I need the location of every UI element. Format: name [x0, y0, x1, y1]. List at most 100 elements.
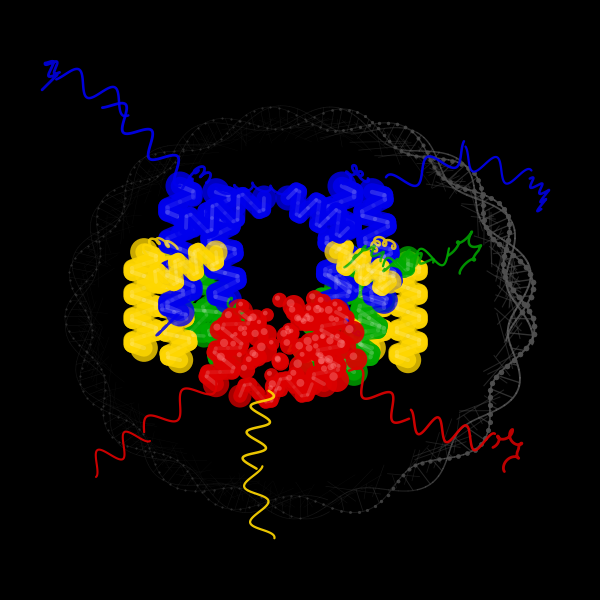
- Circle shape: [267, 371, 272, 376]
- Point: [71, 290, 80, 300]
- Point: [158, 474, 168, 484]
- Point: [65, 296, 74, 306]
- Point: [218, 503, 227, 512]
- Circle shape: [328, 364, 334, 370]
- Point: [494, 239, 504, 249]
- Point: [323, 125, 332, 134]
- Point: [121, 415, 131, 425]
- Point: [403, 149, 413, 159]
- Point: [67, 283, 77, 292]
- Point: [194, 123, 203, 133]
- Point: [383, 490, 392, 499]
- Point: [82, 393, 92, 403]
- Circle shape: [253, 338, 277, 362]
- Point: [485, 409, 495, 418]
- Circle shape: [283, 372, 300, 388]
- Circle shape: [257, 343, 266, 351]
- Point: [114, 437, 124, 446]
- Point: [97, 196, 106, 206]
- Point: [94, 257, 104, 267]
- Point: [125, 169, 134, 178]
- Ellipse shape: [145, 271, 167, 293]
- Point: [60, 311, 70, 321]
- Point: [266, 102, 275, 112]
- Point: [460, 184, 470, 193]
- Circle shape: [275, 295, 280, 301]
- Ellipse shape: [251, 185, 277, 211]
- Circle shape: [293, 359, 302, 368]
- Point: [425, 155, 435, 165]
- Point: [92, 211, 101, 220]
- Point: [256, 493, 266, 502]
- Point: [203, 494, 213, 503]
- Point: [64, 326, 73, 336]
- Circle shape: [250, 350, 256, 356]
- Point: [122, 441, 131, 451]
- Circle shape: [249, 313, 257, 321]
- Point: [485, 392, 494, 402]
- Point: [134, 424, 143, 434]
- Point: [88, 326, 97, 335]
- Point: [121, 185, 130, 194]
- Point: [159, 167, 169, 177]
- Point: [485, 385, 495, 395]
- Point: [413, 133, 422, 142]
- Circle shape: [304, 337, 312, 345]
- Circle shape: [243, 353, 259, 370]
- Point: [379, 130, 388, 140]
- Circle shape: [317, 352, 323, 358]
- Point: [145, 174, 154, 184]
- Point: [129, 162, 139, 172]
- Point: [344, 105, 354, 115]
- Point: [469, 187, 479, 196]
- Point: [68, 334, 78, 343]
- Circle shape: [313, 302, 325, 315]
- Point: [476, 183, 486, 193]
- Point: [502, 245, 511, 254]
- Point: [257, 103, 266, 113]
- Point: [360, 112, 370, 121]
- Point: [425, 155, 435, 165]
- Circle shape: [277, 386, 282, 391]
- Point: [165, 479, 175, 489]
- Point: [104, 408, 114, 418]
- Circle shape: [245, 310, 267, 331]
- Point: [528, 277, 538, 286]
- Point: [94, 236, 104, 245]
- Point: [109, 185, 119, 194]
- Circle shape: [252, 352, 259, 358]
- Circle shape: [294, 314, 301, 322]
- Circle shape: [269, 380, 276, 388]
- Point: [271, 494, 280, 503]
- Point: [439, 173, 448, 183]
- Point: [503, 236, 513, 245]
- Point: [199, 486, 209, 496]
- Point: [398, 470, 408, 479]
- Circle shape: [284, 325, 290, 331]
- Circle shape: [322, 333, 343, 354]
- Point: [110, 221, 120, 230]
- Point: [271, 494, 280, 503]
- Circle shape: [309, 301, 332, 325]
- Point: [410, 461, 420, 470]
- Circle shape: [319, 307, 324, 313]
- Point: [448, 156, 457, 166]
- Circle shape: [302, 341, 322, 361]
- Point: [445, 178, 454, 187]
- Point: [452, 181, 461, 191]
- Circle shape: [335, 304, 349, 318]
- Point: [200, 118, 210, 128]
- Point: [234, 116, 244, 125]
- Point: [434, 455, 444, 464]
- Circle shape: [266, 383, 279, 396]
- Point: [78, 386, 88, 396]
- Circle shape: [310, 340, 326, 356]
- Point: [478, 208, 488, 218]
- Point: [262, 497, 272, 506]
- Point: [83, 312, 93, 322]
- Point: [140, 446, 150, 455]
- Point: [92, 358, 102, 368]
- Point: [87, 352, 97, 362]
- Circle shape: [290, 311, 311, 331]
- Point: [139, 430, 148, 439]
